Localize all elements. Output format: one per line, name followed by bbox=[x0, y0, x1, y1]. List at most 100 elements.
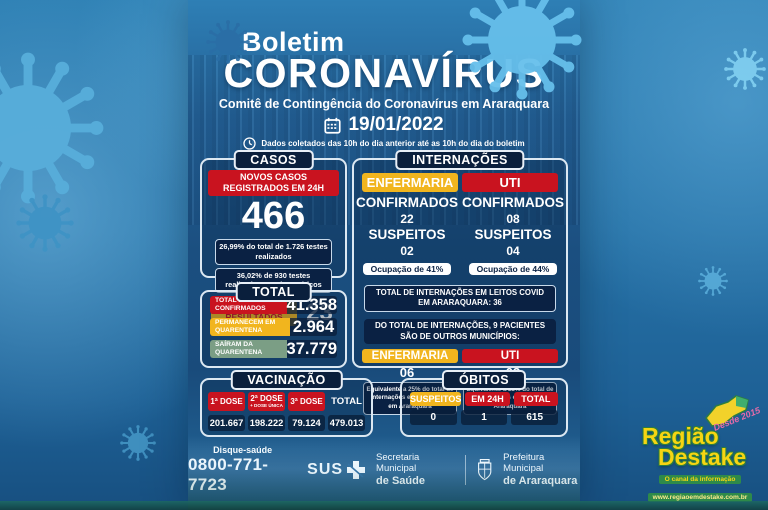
in-quarantine-label: PERMANECEM EM QUARENTENA bbox=[210, 318, 290, 336]
deaths-total-badge: TOTAL bbox=[513, 392, 559, 406]
health-hotline: Disque-saúde 0800-771-7723 bbox=[188, 445, 297, 495]
dose1-label: 1ª DOSE bbox=[210, 396, 243, 406]
ward-badges-row: ENFERMARIA UTI bbox=[362, 173, 558, 192]
deaths-suspects-badge: SUSPEITOS bbox=[410, 392, 462, 406]
table-row: SAÍRAM DA QUARENTENA 37.779 bbox=[210, 340, 337, 358]
deaths-values-row: 0 1 615 bbox=[410, 410, 559, 425]
ward-column-uti: CONFIRMADOS 08 SUSPEITOS 04 Ocupação de … bbox=[460, 195, 566, 277]
health-department-line1: Secretaria Municipal bbox=[376, 452, 420, 475]
deaths-24h-value: 1 bbox=[460, 410, 508, 425]
city-hall: Prefeitura Municipal de Araraquara bbox=[503, 452, 580, 488]
bulletin-kicker: Boletim bbox=[242, 27, 345, 57]
ward-badge-uti: UTI bbox=[462, 349, 558, 364]
suspects-label: SUSPEITOS bbox=[368, 226, 446, 242]
in-quarantine-value: 2.964 bbox=[292, 318, 335, 336]
health-department-line2: de Saúde bbox=[376, 474, 425, 487]
totals-panel: TOTAL TOTAL DE CONFIRMADOS 41.358 PERMAN… bbox=[200, 282, 347, 368]
city-hall-line1: Prefeitura Municipal bbox=[503, 452, 545, 475]
hotline-label: Disque-saúde bbox=[213, 445, 273, 455]
vaccination-total-label: TOTAL bbox=[331, 395, 362, 407]
watermark-url: www.regiaoemdestake.com.br bbox=[647, 493, 753, 502]
poster-card: Boletim CORONAVÍRUS Comitê de Contingênc… bbox=[188, 0, 580, 510]
new-cases-value: 466 bbox=[241, 194, 306, 237]
hospitalizations-panel-title: INTERNAÇÕES bbox=[395, 150, 525, 170]
watermark-line1: Região bbox=[642, 422, 719, 449]
cases-panel: CASOS NOVOS CASOS REGISTRADOS EM 24H 466… bbox=[200, 150, 347, 326]
vaccination-panel-title: VACINAÇÃO bbox=[230, 370, 343, 390]
collection-note: Dados coletados das 10h do dia anterior … bbox=[261, 139, 525, 148]
total-beds-note: TOTAL DE INTERNAÇÕES EM LEITOS COVID EM … bbox=[364, 284, 556, 312]
bulletin-date: 19/01/2022 bbox=[348, 114, 444, 135]
other-cities-badges: ENFERMARIA UTI bbox=[362, 349, 558, 364]
footer: Disque-saúde 0800-771-7723 SUS Secretari… bbox=[188, 445, 580, 495]
vaccination-panel: VACINAÇÃO 1ª DOSE 2ª DOSE + DOSE ÚNICA 3… bbox=[200, 370, 373, 437]
deaths-badges-row: SUSPEITOS EM 24H TOTAL bbox=[410, 392, 559, 406]
vaccination-total-value: 479.013 bbox=[328, 415, 365, 431]
watermark-tagline: O canal da informação bbox=[658, 475, 742, 484]
ward-badge-enfermaria: ENFERMARIA bbox=[362, 173, 458, 192]
bulletin-subtitle: Comitê de Contingência do Coronavírus em… bbox=[218, 97, 550, 111]
deaths-total-value: 615 bbox=[511, 410, 559, 425]
city-hall-line2: de Araraquara bbox=[503, 474, 578, 487]
dose-badges-row: 1ª DOSE 2ª DOSE + DOSE ÚNICA 3ª DOSE TOT… bbox=[208, 392, 365, 411]
occupancy-badge: Ocupação de 44% bbox=[468, 262, 558, 275]
dose-values-row: 201.667 198.222 79.124 479.013 bbox=[208, 415, 365, 431]
hotline-number: 0800-771-7723 bbox=[188, 455, 269, 494]
table-row: PERMANECEM EM QUARENTENA 2.964 bbox=[210, 318, 337, 336]
footer-divider bbox=[464, 455, 466, 485]
other-enfermaria-value: 06 bbox=[399, 365, 415, 381]
other-cities-title: DO TOTAL DE INTERNAÇÕES, 9 PACIENTES SÃO… bbox=[364, 318, 556, 345]
dose2-value: 198.222 bbox=[248, 415, 285, 431]
virus-icon bbox=[0, 52, 104, 204]
deaths-panel-title: ÓBITOS bbox=[441, 370, 527, 390]
date-row: 19/01/2022 bbox=[188, 114, 580, 136]
calendar-icon bbox=[324, 117, 342, 134]
confirmed-label: CONFIRMADOS bbox=[462, 195, 564, 210]
confirmed-value: 08 bbox=[506, 211, 520, 226]
ward-columns: CONFIRMADOS 22 SUSPEITOS 02 Ocupação de … bbox=[354, 195, 566, 277]
collection-note-row: Dados coletados das 10h do dia anterior … bbox=[188, 137, 580, 150]
dose2-sublabel: + DOSE ÚNICA bbox=[250, 402, 283, 408]
occupancy-badge: Ocupação de 41% bbox=[362, 262, 452, 275]
regiao-destake-watermark: Desde 2015 Região Destake O canal da inf… bbox=[636, 394, 764, 504]
deaths-panel: ÓBITOS SUSPEITOS EM 24H TOTAL 0 1 615 bbox=[400, 370, 568, 437]
sus-wordmark: SUS bbox=[307, 461, 344, 478]
suspects-label: SUSPEITOS bbox=[474, 226, 552, 242]
sus-logo: SUS bbox=[307, 460, 366, 480]
dose1-badge: 1ª DOSE bbox=[208, 392, 245, 411]
health-department: Secretaria Municipal de Saúde bbox=[376, 452, 455, 488]
left-quarantine-value: 37.779 bbox=[286, 340, 337, 358]
clock-icon bbox=[243, 137, 257, 150]
confirmed-value: 22 bbox=[400, 211, 414, 226]
dose3-label: 3ª DOSE bbox=[290, 396, 323, 406]
city-coat-of-arms-icon bbox=[477, 459, 492, 481]
left-quarantine-label: SAÍRAM DA QUARENTENA bbox=[210, 340, 287, 358]
virus-icon bbox=[120, 425, 156, 461]
page-title: CORONAVÍRUS bbox=[223, 50, 545, 96]
cases-panel-title: CASOS bbox=[233, 150, 314, 170]
dose3-value: 79.124 bbox=[288, 415, 325, 431]
health-cross-icon bbox=[347, 461, 366, 479]
confirmed-label: CONFIRMADOS bbox=[356, 195, 458, 210]
new-cases-banner: NOVOS CASOS REGISTRADOS EM 24H bbox=[208, 170, 339, 196]
dose2-label: 2ª DOSE bbox=[250, 393, 283, 403]
virus-icon bbox=[698, 266, 728, 296]
suspects-value: 04 bbox=[506, 243, 520, 258]
virus-icon bbox=[724, 48, 766, 90]
totals-panel-title: TOTAL bbox=[235, 282, 312, 302]
bottom-edge-strip bbox=[0, 501, 768, 510]
sao-paulo-map-icon bbox=[705, 394, 749, 427]
dose1-value: 201.667 bbox=[208, 415, 245, 431]
watermark-line2: Destake bbox=[658, 443, 747, 470]
dose2-badge: 2ª DOSE + DOSE ÚNICA bbox=[248, 392, 285, 411]
cases-stat-tests: 26,99% do total de 1.726 testes realizad… bbox=[215, 239, 332, 265]
hospitalizations-panel: INTERNAÇÕES ENFERMARIA UTI CONFIRMADOS 2… bbox=[352, 150, 568, 415]
ward-column-enfermaria: CONFIRMADOS 22 SUSPEITOS 02 Ocupação de … bbox=[354, 195, 460, 277]
dose3-badge: 3ª DOSE bbox=[288, 392, 325, 411]
suspects-value: 02 bbox=[400, 243, 414, 258]
deaths-suspects-value: 0 bbox=[410, 410, 457, 425]
deaths-24h-badge: EM 24H bbox=[465, 392, 510, 406]
virus-icon bbox=[16, 194, 74, 252]
ward-badge-enfermaria: ENFERMARIA bbox=[362, 349, 458, 364]
